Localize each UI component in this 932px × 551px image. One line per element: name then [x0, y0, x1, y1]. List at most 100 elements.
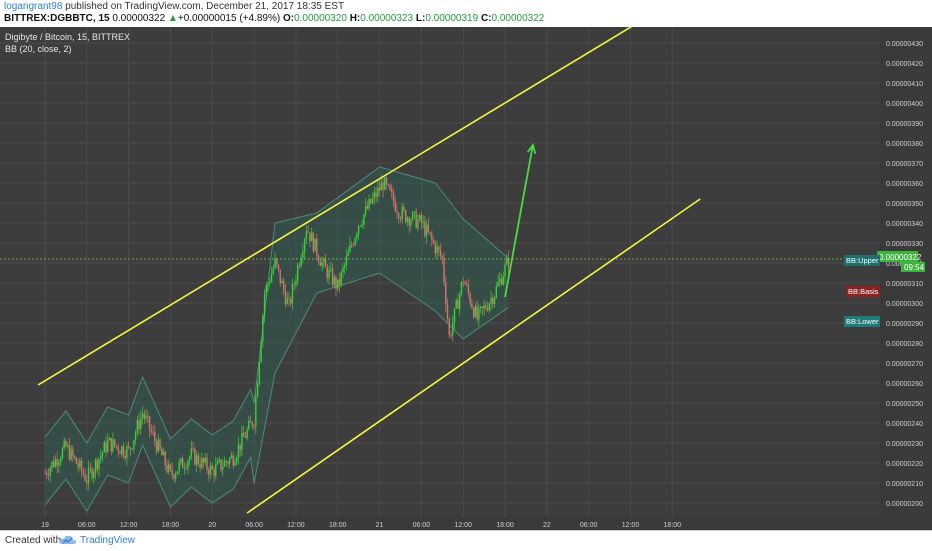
candle-body: [58, 462, 60, 466]
candle-body: [169, 464, 172, 470]
candle-body: [331, 269, 334, 286]
time-axis-background[interactable]: [0, 517, 880, 530]
channel-lower-line: [246, 198, 701, 514]
candle-body: [434, 242, 437, 254]
candle-body: [105, 442, 107, 452]
candle-body: [115, 445, 118, 447]
candle-body: [110, 438, 112, 452]
symbol-line: BITTREX:DGBBTC, 15 0.00000322 ▲+0.000000…: [4, 13, 544, 24]
candle-body: [208, 469, 210, 475]
candle-body: [171, 469, 173, 475]
tradingview-brand[interactable]: TradingView: [80, 535, 136, 546]
candle-body: [87, 468, 90, 483]
candle-body: [354, 238, 356, 245]
candle-body: [70, 448, 72, 460]
candle-body: [312, 232, 315, 252]
x-tick-label: 22: [543, 522, 551, 529]
candle-body: [504, 264, 506, 277]
candle-body: [464, 282, 466, 285]
tradingview-cloud-icon: [59, 535, 77, 544]
chart-container[interactable]: 0.00000430 0.00000420 0.00000410 0.00000400…: [0, 22, 932, 530]
candle-body: [140, 417, 142, 429]
candle-body: [122, 446, 125, 456]
candle-body: [328, 270, 330, 279]
y-tick-label: 0.00000230: [886, 441, 923, 448]
y-tick-label: 0.00000300: [886, 301, 923, 308]
candle-body: [436, 246, 438, 254]
candle-body: [242, 432, 245, 437]
candle-body: [96, 459, 98, 470]
candle-body: [276, 258, 278, 265]
candle-body: [187, 460, 189, 469]
candle-body: [337, 279, 339, 289]
candle-body: [417, 219, 419, 228]
author-link[interactable]: logangrant98: [4, 1, 63, 12]
bollinger-bands: [44, 166, 509, 512]
legend-title: Digibyte / Bitcoin, 15, BITTREX: [5, 32, 130, 42]
candle-body: [49, 468, 51, 476]
candle-body: [310, 232, 313, 242]
candle-body: [269, 282, 271, 284]
candle-body: [323, 259, 325, 262]
candle-body: [138, 420, 140, 429]
channel-upper-line: [37, 22, 638, 386]
candle-body: [507, 257, 510, 268]
x-tick-label: 06:00: [245, 522, 263, 529]
candle-body: [265, 285, 267, 294]
candle-body: [462, 281, 464, 283]
candle-body: [429, 231, 431, 234]
candle-body: [161, 448, 163, 456]
candle-body: [366, 205, 369, 209]
candle-body: [389, 184, 391, 190]
candle-body: [234, 462, 236, 466]
candle-body: [460, 281, 463, 295]
candle-body: [431, 233, 433, 240]
candle-body: [281, 281, 283, 284]
candle-body: [371, 197, 374, 204]
candle-body: [479, 306, 482, 309]
candle-body: [65, 440, 67, 447]
candle-body: [120, 446, 123, 454]
candle-body: [472, 308, 475, 318]
y-tick-label: 0.00000350: [886, 201, 923, 208]
candle-body: [80, 460, 83, 472]
candle-body: [363, 214, 365, 225]
candle-body: [267, 283, 269, 286]
last-price: 0.00000322: [112, 13, 166, 24]
candle-body: [255, 397, 257, 427]
open-value: 0.00000320: [294, 13, 347, 24]
price-chart[interactable]: 0.00000430 0.00000420 0.00000410 0.00000400…: [0, 22, 932, 530]
candle-body: [241, 432, 243, 450]
candle-body: [432, 239, 435, 243]
bb-band-fill: [45, 167, 509, 511]
drawings: [0, 22, 880, 514]
candle-body: [225, 460, 227, 463]
candle-body: [506, 257, 508, 265]
candle-body: [445, 282, 447, 305]
candle-body: [382, 182, 384, 190]
candle-body: [89, 468, 92, 469]
candle-body: [119, 451, 121, 454]
candle-body: [84, 474, 86, 481]
candle-body: [258, 362, 261, 384]
candle-body: [378, 187, 381, 191]
candle-body: [317, 255, 320, 262]
candle-body: [448, 319, 450, 335]
candle-body: [424, 221, 426, 236]
candle-body: [152, 431, 154, 433]
price-axis-background[interactable]: [880, 27, 932, 530]
target-arrow-head-icon: [526, 142, 537, 154]
candle-body: [286, 298, 288, 305]
candle-body: [493, 297, 496, 304]
x-tick-label: 06:00: [413, 522, 431, 529]
candle-body: [439, 249, 442, 256]
x-tick-label: 06:00: [78, 522, 96, 529]
candle-body: [380, 182, 383, 191]
time-tag-box: [901, 262, 925, 272]
candle-body: [502, 276, 504, 285]
y-tick-label: 0.00000400: [886, 101, 923, 108]
y-tick-label: 0.00000430: [886, 41, 923, 48]
candle-body: [51, 461, 53, 469]
candle-body: [453, 307, 456, 324]
candle-body: [270, 273, 273, 283]
